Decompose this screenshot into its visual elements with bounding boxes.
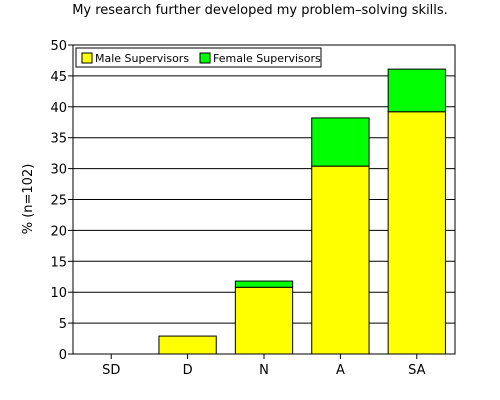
legend-label: Female Supervisors	[213, 52, 321, 65]
y-tick-label: 35	[50, 132, 67, 147]
x-tick-label: SA	[408, 363, 425, 378]
legend-box	[75, 47, 322, 68]
y-tick-label: 10	[50, 286, 67, 301]
y-axis-label: % (n=102)	[21, 164, 36, 235]
bar-d-series-0	[158, 335, 217, 355]
y-tick-label: 45	[50, 70, 67, 85]
y-tick-label: 15	[50, 255, 67, 270]
x-axis-ticks: SD D N A SA	[102, 354, 426, 378]
x-tick-label: SD	[102, 363, 120, 378]
bar-a-series-0	[311, 165, 370, 355]
y-axis-ticks: 0 5 10 15 20 25 30 35 40 45 50	[50, 39, 73, 363]
legend-swatch	[199, 52, 211, 64]
chart-title: My research further developed my problem…	[72, 3, 448, 18]
legend-label: Male Supervisors	[95, 52, 189, 65]
y-tick-label: 50	[50, 39, 67, 54]
x-tick-label: N	[259, 363, 269, 378]
bar-n-series-0	[234, 286, 294, 355]
legend: Male Supervisors Female Supervisors	[75, 47, 322, 68]
y-tick-label: 30	[50, 163, 67, 178]
y-tick-label: 25	[50, 194, 67, 209]
x-tick-label: D	[183, 363, 193, 378]
bar-n-series-1	[234, 280, 294, 288]
bar-sa-series-1	[387, 68, 446, 113]
legend-swatch	[81, 52, 93, 64]
bars	[158, 68, 446, 355]
y-tick-label: 0	[59, 348, 67, 363]
x-tick-label: A	[336, 363, 345, 378]
y-tick-label: 40	[50, 101, 67, 116]
y-tick-label: 20	[50, 224, 67, 239]
bar-sa-series-0	[387, 111, 446, 355]
y-tick-label: 5	[59, 317, 67, 332]
bar-a-series-1	[311, 117, 370, 167]
